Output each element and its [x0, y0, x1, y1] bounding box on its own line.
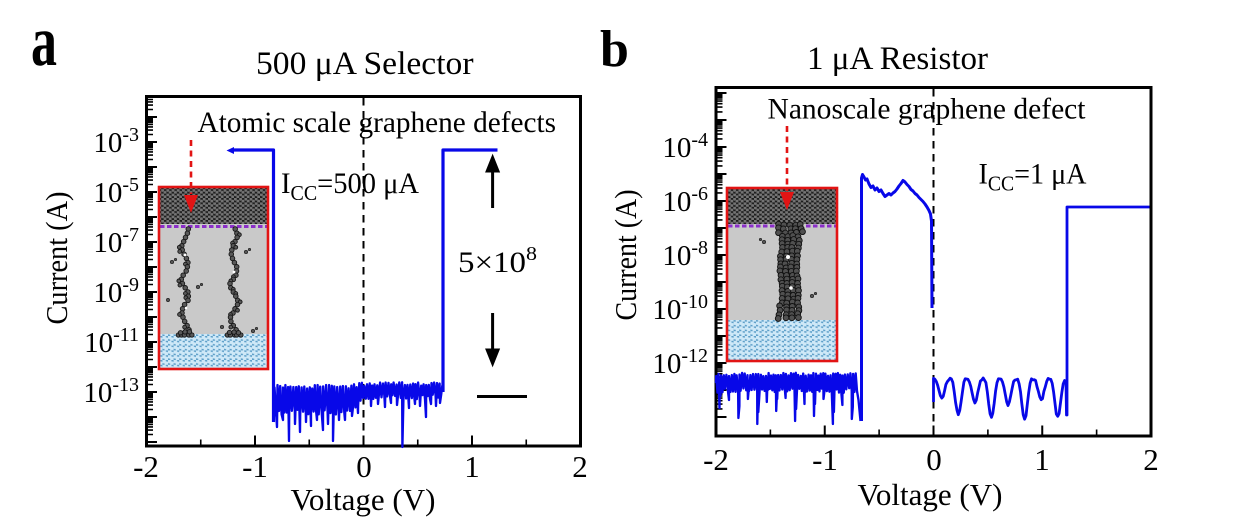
svg-text:10-11: 10-11: [84, 324, 139, 359]
svg-text:10-10: 10-10: [652, 291, 708, 326]
svg-text:5×108: 5×10 8: [458, 243, 537, 279]
svg-text:1: 1: [1034, 442, 1050, 477]
svg-text:1: 1: [464, 449, 480, 484]
svg-text:10-8: 10-8: [662, 237, 708, 272]
svg-text:10-4: 10-4: [662, 129, 708, 164]
svg-text:10-5: 10-5: [93, 174, 139, 209]
svg-text:10-9: 10-9: [93, 274, 139, 309]
svg-text:1 μA Resistor: 1 μA Resistor: [807, 41, 988, 77]
svg-text:10-6: 10-6: [662, 183, 708, 218]
svg-text:Current (A): Current (A): [608, 190, 643, 321]
svg-text:-2: -2: [133, 449, 159, 484]
svg-text:0: 0: [356, 449, 372, 484]
svg-text:-2: -2: [703, 442, 729, 477]
svg-text:Voltage (V): Voltage (V): [858, 477, 1003, 512]
svg-text:0: 0: [926, 442, 942, 477]
svg-text:Voltage (V): Voltage (V): [291, 482, 436, 517]
svg-text:10-12: 10-12: [652, 345, 708, 380]
svg-text:2: 2: [1143, 442, 1159, 477]
svg-text:-1: -1: [812, 442, 838, 477]
svg-text:ICC=1 μA: ICC=1 μA: [979, 158, 1087, 196]
svg-text:b: b: [600, 21, 629, 78]
svg-text:ICC=500 μA: ICC=500 μA: [281, 167, 419, 205]
svg-text:500 μA Selector: 500 μA Selector: [256, 46, 474, 82]
svg-text:a: a: [31, 1, 57, 81]
svg-text:10-13: 10-13: [83, 374, 139, 409]
svg-text:-1: -1: [242, 449, 268, 484]
svg-text:Nanoscale graphene defect: Nanoscale graphene defect: [768, 93, 1087, 126]
svg-text:10-7: 10-7: [93, 224, 139, 259]
svg-text:2: 2: [572, 449, 588, 484]
svg-text:Atomic scale graphene defects: Atomic scale graphene defects: [198, 106, 557, 139]
svg-text:10-3: 10-3: [93, 124, 139, 159]
svg-text:Current (A): Current (A): [39, 192, 74, 325]
